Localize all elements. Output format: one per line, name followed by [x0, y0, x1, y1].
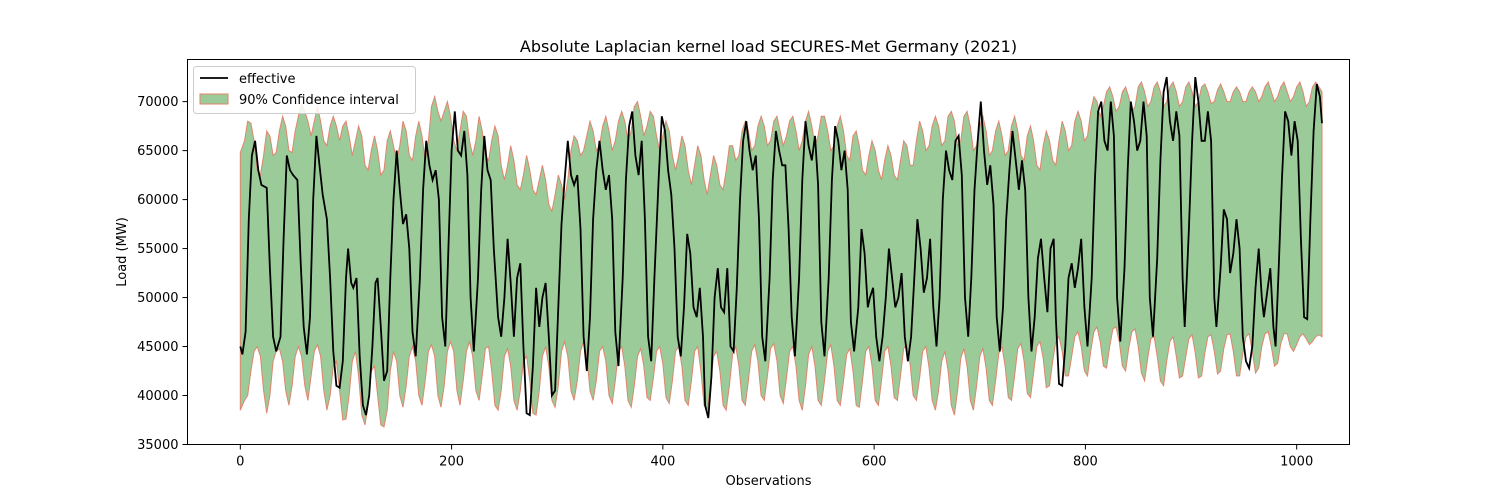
y-tick-label: 50000: [137, 291, 178, 306]
x-axis: 0 200 400 600 800 1000: [236, 444, 1313, 470]
x-tick-label: 800: [1073, 455, 1098, 470]
y-axis-label: Load (MW): [115, 217, 130, 287]
y-tick-label: 60000: [137, 193, 178, 208]
confidence-band: [239, 80, 1323, 428]
y-tick-label: 45000: [137, 340, 178, 355]
y-tick-label: 40000: [137, 389, 178, 404]
plot-frame: [187, 59, 1350, 445]
x-tick-label: 600: [862, 455, 887, 470]
y-axis: 35000 40000 45000 50000 55000 60000 65000 70000: [137, 95, 188, 453]
x-axis-label: Observations: [726, 474, 812, 489]
plot-area: [239, 76, 1323, 428]
x-tick-label: 200: [439, 455, 464, 470]
y-tick-label: 55000: [137, 242, 178, 257]
y-tick-label: 70000: [137, 95, 178, 110]
y-tick-label: 35000: [137, 438, 178, 453]
legend-label-confidence: 90% Confidence interval: [239, 93, 399, 108]
legend: effective 90% Confidence interval: [193, 66, 416, 114]
y-tick-label: 65000: [137, 144, 178, 159]
x-tick-label: 0: [236, 455, 244, 470]
effective-line: [239, 76, 1323, 419]
chart-title: Absolute Laplacian kernel load SECURES-M…: [520, 37, 1017, 56]
x-tick-label: 400: [650, 455, 675, 470]
x-tick-label: 1000: [1280, 455, 1313, 470]
legend-band-swatch: [199, 93, 229, 105]
legend-box: [193, 66, 416, 114]
legend-label-effective: effective: [239, 72, 296, 87]
